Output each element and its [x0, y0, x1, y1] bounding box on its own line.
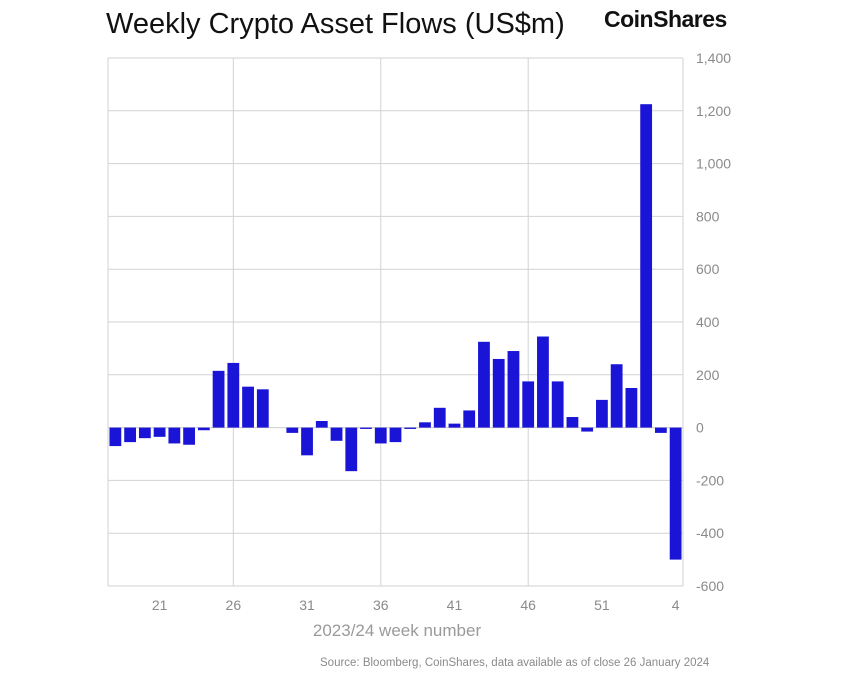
- bar-week-43: [478, 341, 490, 428]
- bar-week-1: [625, 388, 638, 428]
- y-tick-label: -200: [696, 472, 724, 488]
- bar-week-39: [419, 422, 431, 428]
- chart-title: Weekly Crypto Asset Flows (US$m): [106, 8, 565, 40]
- y-tick-label: 1,200: [696, 103, 731, 119]
- bar-week-34: [345, 427, 358, 472]
- bar-week-24: [197, 427, 210, 431]
- y-tick-label: 800: [696, 208, 720, 224]
- bar-week-41: [448, 423, 461, 428]
- bar-week-30: [286, 427, 299, 433]
- x-tick-label: 51: [594, 597, 610, 613]
- source-note: Source: Bloomberg, CoinShares, data avai…: [320, 657, 710, 669]
- y-tick-label: 400: [696, 314, 720, 330]
- bar-week-31: [301, 427, 313, 456]
- axis-layer: 1,400 1,200 1,000 800 600 400 200 0 -200 -400 -600…: [152, 50, 731, 613]
- bar-week-47: [537, 336, 549, 428]
- bar-week-33: [330, 427, 343, 441]
- bar-layer: [109, 104, 682, 560]
- y-tick-label: -400: [696, 525, 724, 541]
- bar-week-26: [227, 362, 240, 428]
- y-tick-label: 1,000: [696, 156, 731, 172]
- bar-week-32: [315, 421, 328, 428]
- bar-week-40: [433, 407, 446, 428]
- y-tick-label: 1,400: [696, 50, 731, 66]
- bar-week-37: [389, 427, 402, 443]
- bar-week-49: [566, 417, 579, 428]
- bar-week-50: [581, 427, 594, 432]
- x-tick-label: 21: [152, 597, 168, 613]
- bar-week-3: [654, 427, 667, 433]
- grid-layer: [107, 57, 683, 587]
- bar-week-2: [640, 104, 653, 428]
- x-tick-label: 26: [226, 597, 242, 613]
- bar-week-44: [492, 358, 505, 428]
- bar-week-46: [522, 381, 535, 428]
- coinshares-logo: CoinShares: [604, 6, 727, 32]
- bar-week-48: [551, 381, 564, 428]
- bar-week-20: [138, 427, 151, 439]
- bar-week-36: [374, 427, 387, 444]
- bar-week-45: [507, 351, 520, 428]
- bar-week-28: [256, 389, 269, 428]
- y-tick-label: 200: [696, 367, 720, 383]
- bar-week-19: [124, 427, 137, 443]
- bar-week-25: [212, 370, 225, 428]
- bar-week-4: [669, 427, 682, 560]
- bar-week-18: [109, 427, 122, 447]
- x-axis-label: 2023/24 week number: [313, 621, 482, 640]
- bar-week-42: [463, 410, 476, 428]
- x-tick-label: 31: [299, 597, 315, 613]
- bar-week-51: [596, 399, 608, 428]
- y-tick-label: 0: [696, 420, 704, 436]
- x-tick-label: 4: [672, 597, 680, 613]
- bar-week-23: [183, 427, 195, 445]
- bar-week-38: [404, 427, 417, 429]
- y-tick-label: 600: [696, 261, 720, 277]
- x-tick-label: 46: [520, 597, 536, 613]
- bar-week-52: [610, 364, 623, 428]
- bar-week-21: [153, 427, 166, 437]
- x-tick-label: 36: [373, 597, 389, 613]
- x-tick-label: 41: [447, 597, 463, 613]
- y-tick-label: -600: [696, 578, 724, 594]
- bar-week-22: [168, 427, 181, 444]
- bar-week-35: [360, 427, 372, 429]
- bar-week-27: [242, 386, 254, 428]
